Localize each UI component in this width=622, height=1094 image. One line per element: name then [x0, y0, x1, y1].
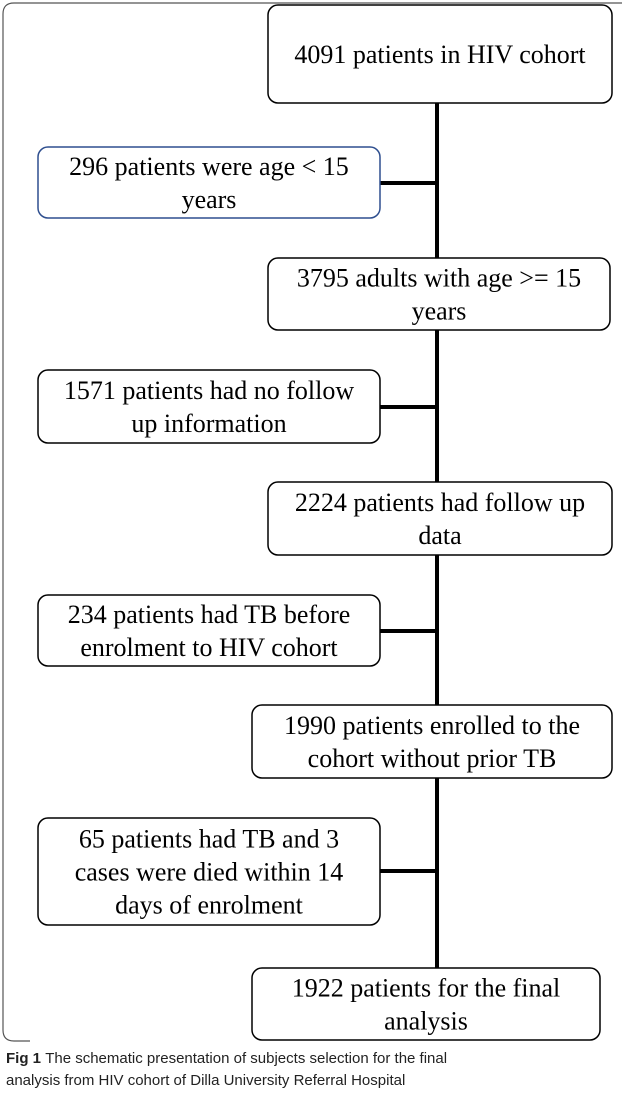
node-label: analysis [384, 1007, 468, 1036]
nodes: 4091 patients in HIV cohort 296 patients … [37, 4, 613, 1041]
node-box [37, 817, 381, 926]
node-box [267, 481, 613, 556]
node-box [267, 4, 613, 104]
node-label: 3795 adults with age >= 15 [297, 264, 581, 293]
node: 296 patients were age < 15 years [37, 146, 381, 219]
node-label: 234 patients had TB before [68, 600, 351, 629]
node: 1571 patients had no follow up informatio… [37, 369, 381, 444]
node-box [267, 257, 611, 331]
node-label: data [418, 521, 462, 550]
node-label: 1571 patients had no follow [64, 376, 355, 405]
node: 4091 patients in HIV cohort [267, 4, 613, 104]
node-box [37, 369, 381, 444]
node-box [37, 594, 381, 667]
node: 2224 patients had follow up data [267, 481, 613, 556]
node-label: 2224 patients had follow up [295, 488, 585, 517]
caption-line: Fig 1 The schematic presentation of subj… [6, 1050, 447, 1067]
figure-frame [2, 2, 622, 1042]
node: 1922 patients for the final analysis [251, 967, 601, 1041]
node-label: 4091 patients in HIV cohort [294, 40, 586, 69]
node-label: up information [131, 409, 286, 438]
caption-label: Fig 1 [6, 1050, 41, 1067]
node-label: cases were died within 14 [75, 858, 344, 887]
node: 3795 adults with age >= 15 years [267, 257, 611, 331]
node-label: 1922 patients for the final [292, 974, 561, 1003]
node-label: 296 patients were age < 15 [69, 152, 349, 181]
node-label: 65 patients had TB and 3 [79, 825, 339, 854]
node-label: enrolment to HIV cohort [80, 633, 338, 662]
node-box [37, 146, 381, 219]
node-box [251, 704, 613, 779]
node: 234 patients had TB before enrolment to H… [37, 594, 381, 667]
node-label: days of enrolment [115, 891, 304, 920]
node-label: years [412, 297, 467, 326]
node-label: 1990 patients enrolled to the [284, 711, 580, 740]
node: 65 patients had TB and 3 cases were died … [37, 817, 381, 926]
node: 1990 patients enrolled to the cohort with… [251, 704, 613, 779]
caption-text: The schematic presentation of subjects s… [45, 1050, 447, 1067]
caption-line: analysis from HIV cohort of Dilla Univer… [6, 1072, 405, 1089]
node-label: cohort without prior TB [308, 744, 557, 773]
node-box [251, 967, 601, 1041]
node-label: years [182, 185, 237, 214]
